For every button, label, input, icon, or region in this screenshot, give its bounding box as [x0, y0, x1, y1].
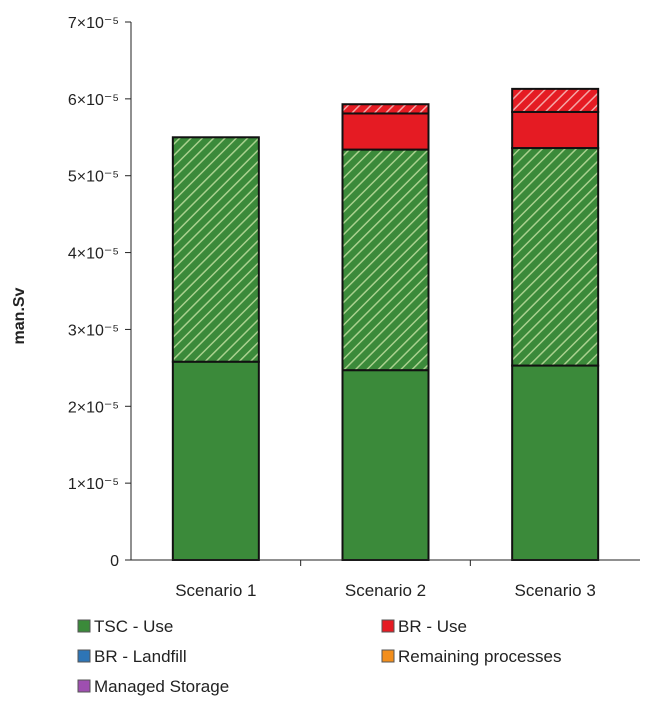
- legend-label: BR - Use: [398, 617, 467, 636]
- y-axis-ticks: 0 1×10⁻⁵ 2×10⁻⁵ 3×10⁻⁵ 4×10⁻⁵ 5×10⁻⁵ 6×10⁻⁵ 7×1…: [68, 15, 131, 570]
- legend-swatch: [77, 679, 91, 693]
- legend-swatch: [77, 649, 91, 663]
- y-tick-label: 1×10⁻⁵: [68, 476, 119, 493]
- y-tick-label: 4×10⁻⁵: [68, 246, 119, 263]
- legend-label: TSC - Use: [94, 617, 173, 636]
- x-category-label: Scenario 3: [515, 581, 596, 600]
- x-category-label: Scenario 1: [175, 581, 256, 600]
- legend-swatch: [77, 619, 91, 633]
- bar-segment-tsc-use-hatched: [511, 147, 600, 367]
- y-tick-label: 2×10⁻⁵: [68, 399, 119, 416]
- y-tick-label: 7×10⁻⁵: [68, 15, 119, 32]
- bar-segment-br-use-solid: [511, 110, 600, 150]
- bar-segment-tsc-use-solid: [511, 364, 600, 561]
- y-tick-label: 3×10⁻⁵: [68, 322, 119, 339]
- x-axis-labels: Scenario 1 Scenario 2 Scenario 3: [175, 581, 596, 600]
- axes-group: [130, 22, 640, 566]
- y-tick-label: 5×10⁻⁵: [68, 169, 119, 186]
- legend-label: Managed Storage: [94, 677, 229, 696]
- y-axis-title: man.Sv: [11, 287, 28, 344]
- legend: TSC - Use BR - Use BR - Landfill Remaining …: [77, 617, 561, 696]
- bar-segment-tsc-use-hatched: [341, 148, 430, 372]
- bar-segment-tsc-use-hatched: [171, 136, 260, 363]
- y-tick-label: 6×10⁻⁵: [68, 92, 119, 109]
- bar-segment-br-use-hatched: [341, 103, 430, 115]
- y-tick-label: 0: [110, 553, 119, 570]
- legend-swatch: [381, 619, 395, 633]
- legend-label: Remaining processes: [398, 647, 561, 666]
- x-category-label: Scenario 2: [345, 581, 426, 600]
- legend-label: BR - Landfill: [94, 647, 187, 666]
- bar-segment-tsc-use-solid: [341, 369, 430, 562]
- legend-swatch: [381, 649, 395, 663]
- bars-group: [171, 87, 600, 562]
- bar-segment-tsc-use-solid: [171, 360, 260, 561]
- bar-segment-br-use-hatched: [511, 87, 600, 113]
- bar-segment-br-use-solid: [341, 112, 430, 151]
